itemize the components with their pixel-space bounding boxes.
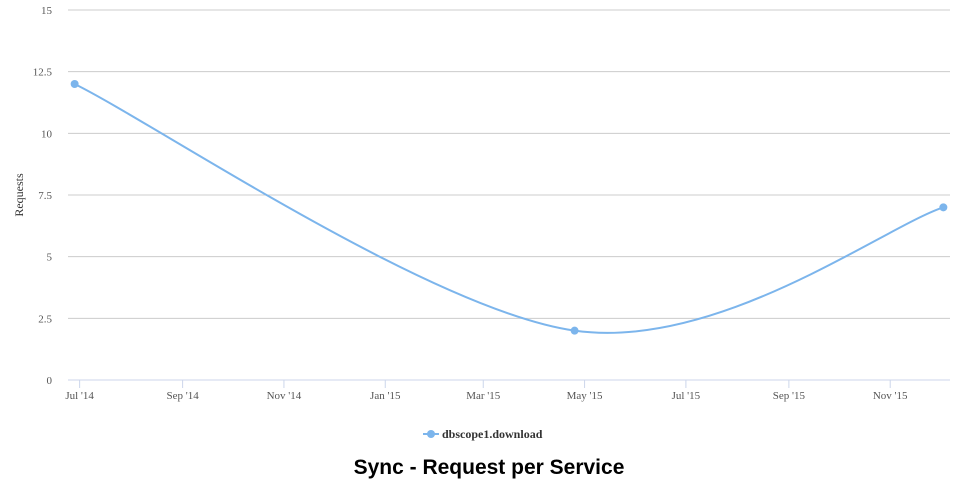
x-tick-label: Mar '15	[466, 390, 501, 402]
data-point[interactable]	[939, 203, 948, 212]
y-tick-label: 2.5	[38, 313, 52, 325]
x-tick-label: May '15	[567, 390, 603, 402]
y-axis: 0 2.5 5 7.5 10 12.5 15	[33, 5, 53, 387]
x-tick-label: Nov '14	[267, 390, 302, 402]
x-tick-label: Sep '15	[773, 390, 806, 402]
y-tick-label: 5	[47, 252, 53, 264]
x-axis: Jul '14 Sep '14 Nov '14 Jan '15 Mar '15 May '…	[65, 379, 950, 402]
x-tick-label: Jul '14	[65, 390, 94, 402]
y-tick-label: 0	[47, 375, 53, 387]
x-tick-label: Jul '15	[672, 390, 701, 402]
chart-title: Sync - Request per Service	[353, 456, 625, 479]
y-tick-label: 7.5	[38, 190, 52, 202]
series-line[interactable]	[74, 83, 944, 334]
gridlines	[68, 9, 950, 319]
legend-item-label[interactable]: dbscope1.download	[442, 427, 543, 441]
y-tick-label: 12.5	[33, 67, 53, 79]
y-tick-label: 10	[41, 128, 53, 140]
x-tick-label: Sep '14	[166, 390, 199, 402]
series-layer	[70, 80, 948, 335]
legend[interactable]: dbscope1.download	[423, 427, 543, 441]
data-point[interactable]	[70, 80, 79, 88]
x-tick-label: Nov '15	[873, 390, 908, 402]
legend-symbol-marker	[427, 430, 435, 438]
y-tick-label: 15	[41, 5, 53, 17]
y-axis-title: Requests	[12, 173, 26, 217]
data-point[interactable]	[570, 326, 579, 335]
x-tick-label: Jan '15	[370, 390, 401, 402]
